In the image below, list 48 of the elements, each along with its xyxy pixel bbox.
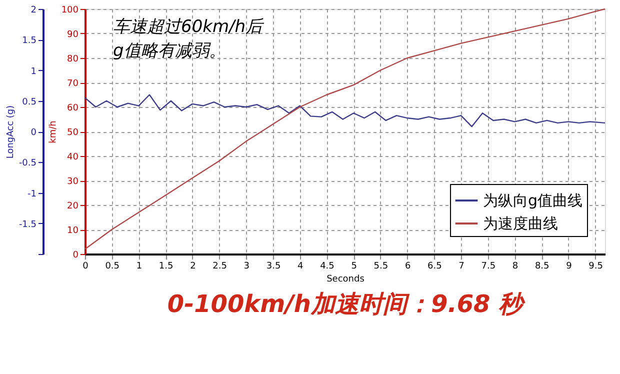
x-tick-label: 5.5: [374, 262, 388, 272]
x-tick-label: 8.5: [534, 262, 550, 272]
y-tick-label: -0.5: [18, 158, 36, 169]
y2-tick-label: 50: [67, 128, 79, 138]
y2-tick-label: 80: [67, 54, 79, 64]
y2-tick-label: 0: [72, 250, 79, 260]
x-tick-label: 1: [136, 262, 142, 272]
y-tick-label: -1: [28, 189, 36, 200]
text: 0-100km/h加速时间：9.68 秒: [167, 290, 526, 318]
legend-label: 为纵向g值曲线: [483, 192, 583, 210]
x-axis-title: Seconds: [326, 274, 365, 284]
line-series: [84, 94, 606, 128]
x-tick-label: 9: [566, 262, 572, 272]
x-tick-label: 3.5: [266, 262, 281, 272]
y2-tick-label: 100: [61, 6, 79, 16]
y-tick-label: 0.5: [22, 97, 36, 108]
line-series: [84, 8, 606, 250]
x-tick-label: 6: [404, 262, 411, 272]
y-axis-title: LongAcc (g): [6, 105, 16, 159]
x-tick-label: 7: [458, 262, 464, 272]
x-tick-label: 8: [512, 262, 518, 272]
y2-tick-label: 60: [67, 104, 79, 114]
x-tick-label: 2.5: [212, 262, 227, 272]
y-tick-label: 2: [30, 6, 36, 16]
x-tick-label: 1.5: [158, 262, 174, 272]
x-tick-label: 4.5: [320, 262, 334, 272]
y2-tick-label: 40: [67, 152, 79, 162]
y2-tick-label: 20: [67, 202, 79, 212]
y2-axis-title: km/h: [48, 120, 58, 144]
y-tick-label: 1: [30, 66, 36, 77]
y2-tick-label: 70: [67, 79, 79, 89]
x-tick-label: 3: [244, 262, 250, 272]
annotation: 车速超过60km/h后 g值略有减弱。: [113, 17, 265, 61]
legend-label: 为速度曲线: [483, 214, 558, 232]
y-tick-label: -1.5: [18, 220, 36, 230]
x-tick-label: 0: [82, 262, 89, 272]
x-tick-label: 5: [351, 262, 357, 272]
y-tick-label: 0: [30, 128, 37, 138]
x-tick-label: 4: [298, 262, 304, 272]
x-tick-label: 0.5: [105, 262, 120, 272]
y2-tick-label: 30: [67, 177, 79, 187]
x-tick-label: 7.5: [481, 262, 496, 272]
x-tick-label: 2: [190, 262, 196, 272]
x-tick-label: 9.5: [588, 262, 603, 272]
x-tick-label: 6.5: [428, 262, 442, 272]
y-tick-label: 1.5: [22, 36, 36, 46]
y2-tick-label: 90: [67, 30, 79, 40]
y2-tick-label: 10: [67, 226, 79, 236]
